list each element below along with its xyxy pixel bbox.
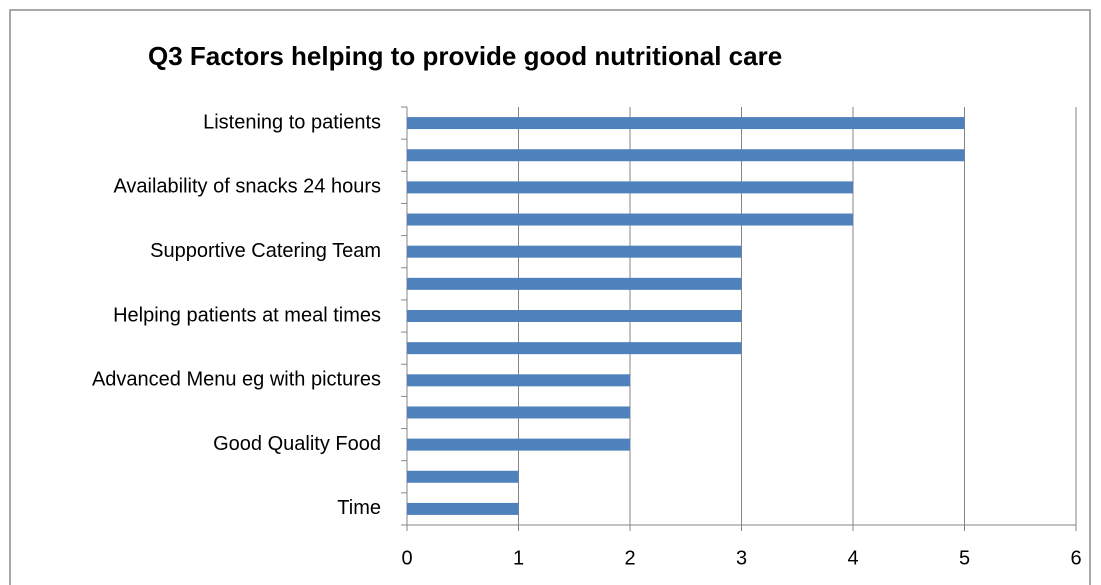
bar — [407, 245, 742, 258]
bar — [407, 406, 630, 419]
bar — [407, 470, 519, 483]
y-tick-label: Helping patients at meal times — [113, 304, 381, 326]
bar — [407, 117, 965, 130]
bar — [407, 342, 742, 355]
y-tick-label: Good Quality Food — [213, 433, 381, 455]
bar — [407, 502, 519, 515]
bar — [407, 374, 630, 387]
x-tick-label: 4 — [847, 547, 858, 569]
x-tick-label: 6 — [1070, 547, 1081, 569]
bar — [407, 213, 853, 226]
x-tick-label: 3 — [736, 547, 747, 569]
bar — [407, 149, 965, 162]
y-tick-label: Supportive Catering Team — [150, 240, 381, 262]
chart-title: Q3 Factors helping to provide good nutri… — [148, 41, 782, 71]
y-tick-label: Availability of snacks 24 hours — [113, 176, 381, 198]
x-tick-label: 1 — [513, 547, 524, 569]
x-tick-label: 2 — [624, 547, 635, 569]
chart-frame — [9, 9, 1091, 585]
y-tick-label: Advanced Menu eg with pictures — [92, 369, 381, 391]
y-tick-label: Listening to patients — [203, 111, 381, 133]
bar — [407, 181, 853, 194]
bar — [407, 277, 742, 290]
bar — [407, 310, 742, 322]
y-tick-label: Time — [337, 497, 381, 519]
x-tick-label: 5 — [959, 547, 970, 569]
x-tick-label: 0 — [401, 547, 412, 569]
bar — [407, 438, 630, 451]
